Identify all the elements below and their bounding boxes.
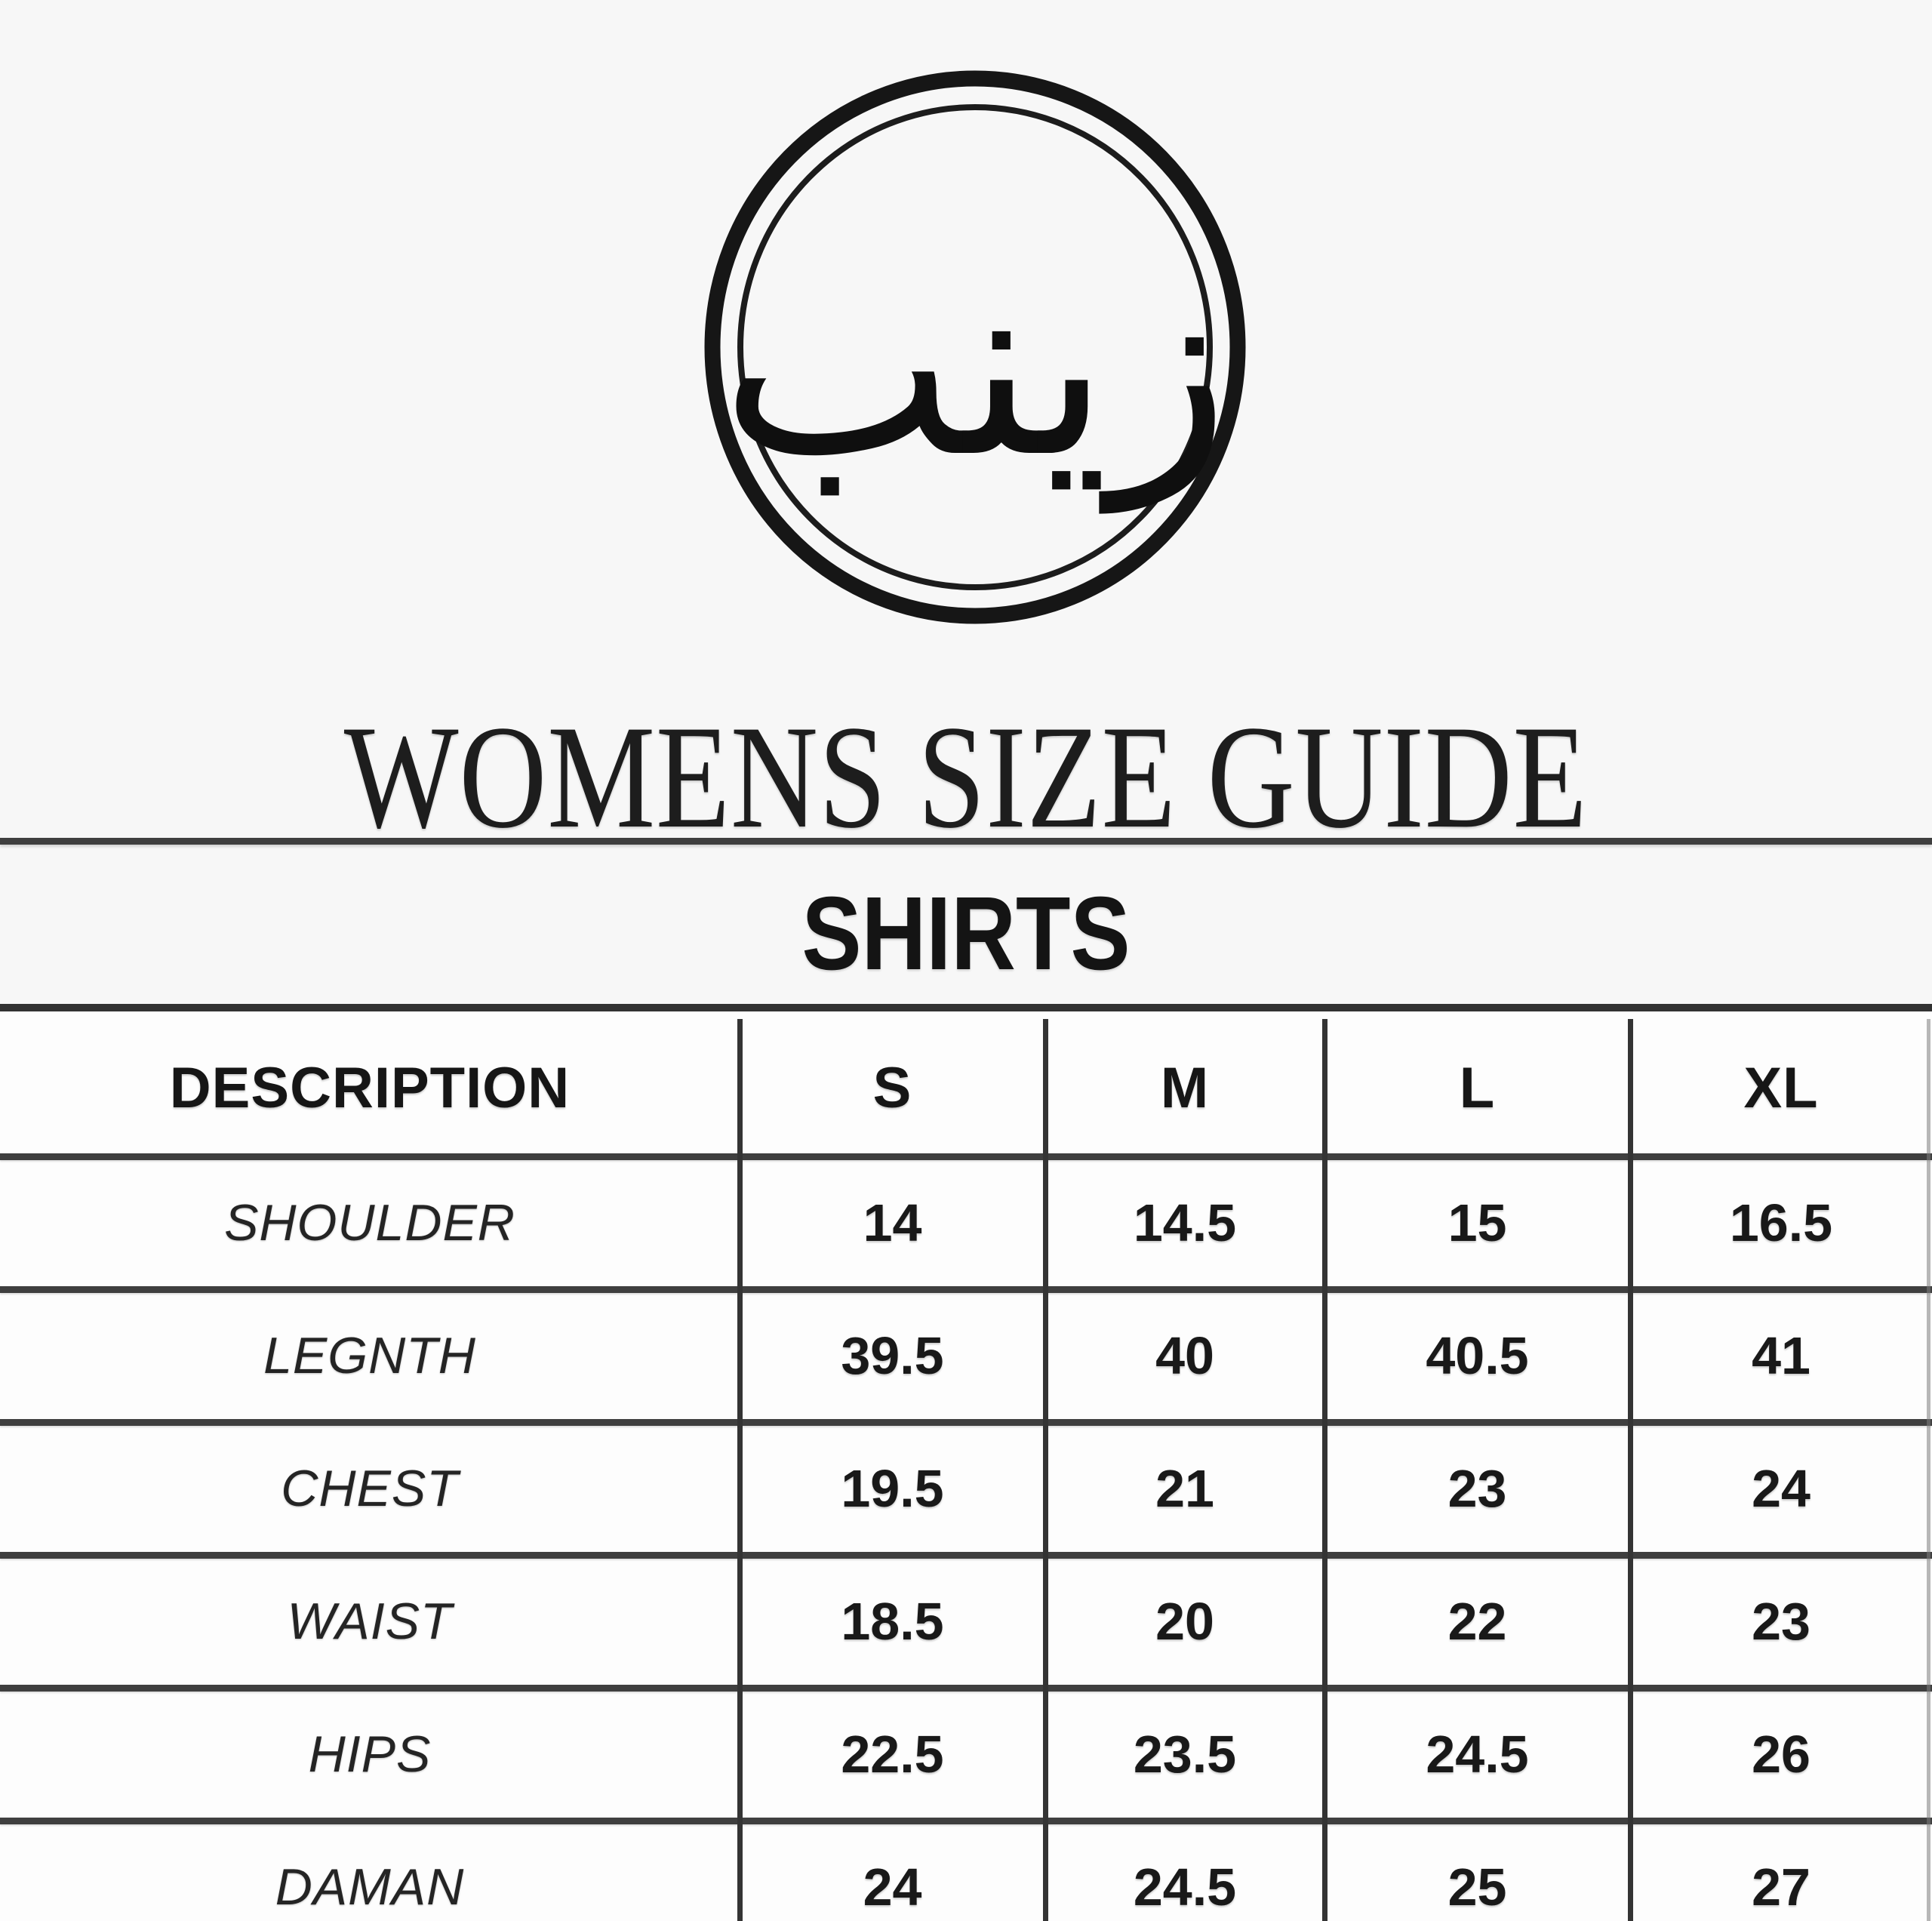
column-header-xl: XL [1630, 1019, 1932, 1156]
row-label-shoulder: SHOULDER [0, 1156, 740, 1289]
cell-hips-m: 23.5 [1045, 1688, 1324, 1821]
row-label-hips: HIPS [0, 1688, 740, 1821]
cell-waist-s: 18.5 [740, 1555, 1045, 1688]
row-label-waist: WAIST [0, 1555, 740, 1688]
section-banner-text: SHIRTS [801, 876, 1131, 992]
cell-daman-xl: 27 [1630, 1821, 1932, 1921]
logo-inner-ring [737, 104, 1213, 590]
title-separator-rule [0, 838, 1932, 845]
row-label-chest: CHEST [0, 1422, 740, 1555]
column-header-s: S [740, 1019, 1045, 1156]
logo-arabic-calligraphy: زينب [721, 222, 1230, 516]
cell-daman-l: 25 [1324, 1821, 1630, 1921]
cell-legnth-l: 40.5 [1324, 1289, 1630, 1422]
brand-logo: زينب [698, 66, 1253, 629]
cell-shoulder-l: 15 [1324, 1156, 1630, 1289]
cell-chest-m: 21 [1045, 1422, 1324, 1555]
column-header-l: L [1324, 1019, 1630, 1156]
cell-legnth-m: 40 [1045, 1289, 1324, 1422]
cell-legnth-s: 39.5 [740, 1289, 1045, 1422]
cell-waist-m: 20 [1045, 1555, 1324, 1688]
cell-hips-s: 22.5 [740, 1688, 1045, 1821]
size-table-grid: DESCRIPTION S M L XL SHOULDER 14 14.5 15… [0, 1019, 1932, 1921]
brand-logo-graphic: زينب [704, 70, 1246, 624]
cell-chest-xl: 24 [1630, 1422, 1932, 1555]
cell-shoulder-m: 14.5 [1045, 1156, 1324, 1289]
cell-waist-xl: 23 [1630, 1555, 1932, 1688]
cell-daman-s: 24 [740, 1821, 1045, 1921]
size-table: DESCRIPTION S M L XL SHOULDER 14 14.5 15… [0, 1004, 1932, 1921]
column-header-m: M [1045, 1019, 1324, 1156]
cell-chest-s: 19.5 [740, 1422, 1045, 1555]
cell-hips-l: 24.5 [1324, 1688, 1630, 1821]
cell-daman-m: 24.5 [1045, 1821, 1324, 1921]
row-label-legnth: LEGNTH [0, 1289, 740, 1422]
cell-hips-xl: 26 [1630, 1688, 1932, 1821]
logo-outer-ring [704, 70, 1246, 624]
row-label-daman: DAMAN [0, 1821, 740, 1921]
section-banner: SHIRTS [0, 882, 1932, 986]
cell-legnth-xl: 41 [1630, 1289, 1932, 1422]
column-header-description: DESCRIPTION [0, 1019, 740, 1156]
page-title: WOMENS SIZE GUIDE [0, 703, 1932, 851]
cell-shoulder-xl: 16.5 [1630, 1156, 1932, 1289]
page-title-text: WOMENS SIZE GUIDE [344, 695, 1588, 859]
cell-chest-l: 23 [1324, 1422, 1630, 1555]
cell-shoulder-s: 14 [740, 1156, 1045, 1289]
cell-waist-l: 22 [1324, 1555, 1630, 1688]
